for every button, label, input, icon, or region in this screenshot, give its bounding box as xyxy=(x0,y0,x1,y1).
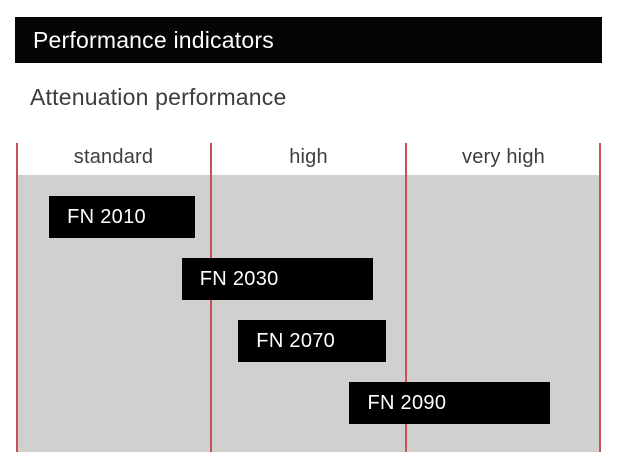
column-separator-line xyxy=(405,143,407,452)
column-label-standard: standard xyxy=(73,146,154,168)
column-label-very-high: very high xyxy=(462,146,545,168)
chart-subtitle: Attenuation performance xyxy=(30,84,287,110)
column-separator-line xyxy=(599,143,601,452)
range-bar-fn-2030: FN 2030 xyxy=(181,258,373,300)
column-label-high: high xyxy=(289,146,328,168)
column-separator-line xyxy=(16,143,18,452)
slide-title-bar: Performance indicators xyxy=(15,17,602,63)
slide-title: Performance indicators xyxy=(33,27,274,53)
range-bar-fn-2010: FN 2010 xyxy=(49,196,196,238)
range-bar-fn-2070: FN 2070 xyxy=(238,320,387,362)
range-bar-fn-2090: FN 2090 xyxy=(349,382,551,424)
attenuation-range-chart: standard high very high FN 2010 FN 2030 … xyxy=(16,143,601,452)
column-header-row: standard high very high xyxy=(16,143,601,175)
